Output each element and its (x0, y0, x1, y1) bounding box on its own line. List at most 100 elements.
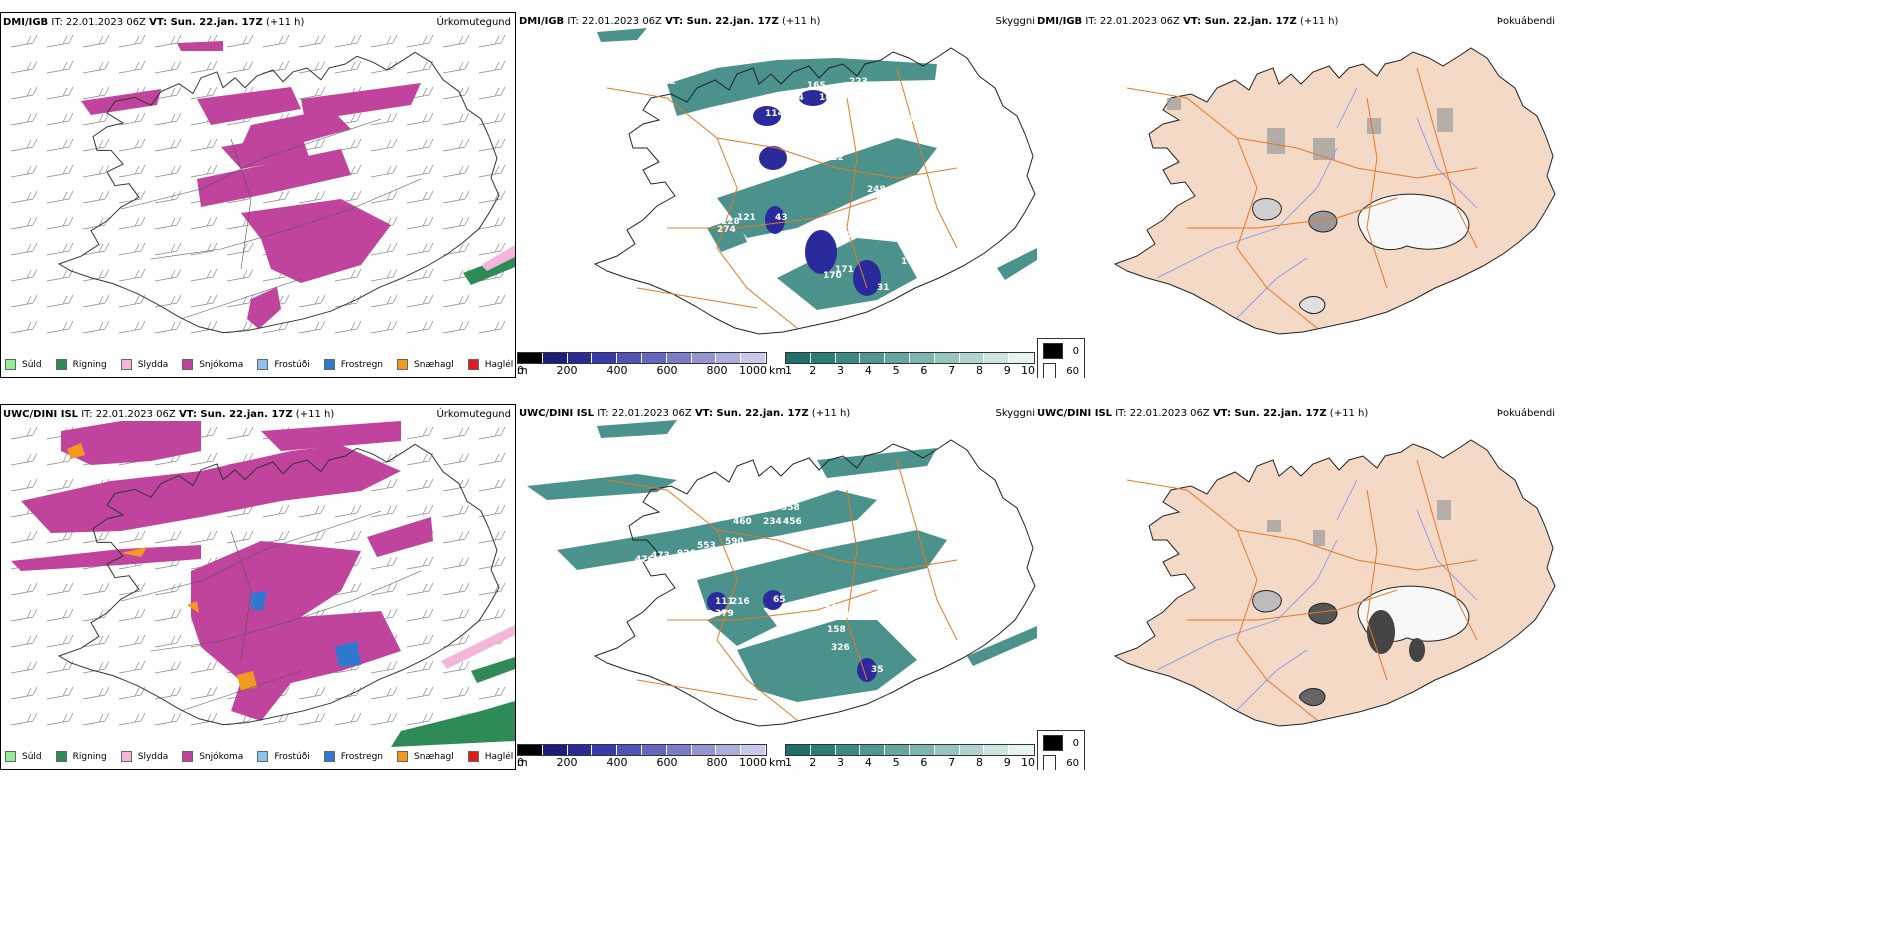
wind-barb (46, 320, 74, 334)
wind-barb (118, 530, 146, 544)
wind-barb (478, 112, 506, 126)
colorbar-segment (666, 353, 692, 363)
sleet-areas (481, 245, 515, 271)
wind-barb (10, 478, 38, 492)
wind-barb (10, 112, 38, 126)
wind-barb (370, 268, 398, 282)
snow-areas (81, 41, 421, 329)
legend-label: Slydda (137, 751, 169, 762)
wind-barb (118, 34, 146, 48)
colorbar-tick: 3 (837, 364, 845, 377)
colorbar-segment (592, 745, 618, 755)
wind-barb (190, 60, 218, 74)
wind-barb (406, 216, 434, 230)
colorbar-segment (984, 745, 1010, 755)
wind-barb (370, 190, 398, 204)
wind-barb (298, 190, 326, 204)
rain-areas (391, 657, 515, 747)
wind-barb (82, 320, 110, 334)
wind-barb (118, 634, 146, 648)
low-cloud-base-areas (707, 590, 877, 682)
wind-barb (154, 320, 182, 334)
wind-barb (262, 34, 290, 48)
wind-barb (406, 478, 434, 492)
wind-barb (334, 504, 362, 518)
precip-legend: Súld Rigning Slydda Snjókoma Frostúði Frostre… (5, 751, 515, 762)
visibility-colorbar: 1 2 3 4 5 6 7 8 9 10 (785, 352, 1035, 378)
wind-barb (406, 164, 434, 178)
colorbar-tick: 1 (785, 756, 792, 769)
colorbar-tick: 800 (706, 756, 728, 769)
wind-barb (154, 608, 182, 622)
wind-barb (370, 504, 398, 518)
wind-barb (298, 86, 326, 100)
wind-barb (370, 112, 398, 126)
wind-barb (118, 712, 146, 726)
colorbar-tick: 9 (1003, 756, 1011, 769)
colorbar-segment (666, 745, 692, 755)
wind-barb (10, 60, 38, 74)
legend-label: Rigning (72, 751, 107, 762)
colorbar-tick: 200 (556, 364, 578, 377)
wind-barb (10, 530, 38, 544)
colorbar-tick: 2 (809, 364, 817, 377)
wind-barb (82, 712, 110, 726)
colorbar-segment (691, 745, 717, 755)
sleet-areas (441, 625, 515, 669)
wind-barbs (10, 34, 506, 334)
wind-barb (190, 138, 218, 152)
wind-barb (442, 582, 470, 596)
visibility-value-label: 460 (733, 517, 752, 527)
visibility-value-label: 456 (783, 517, 802, 527)
wind-barb (46, 112, 74, 126)
visibility-value-label: 90 (793, 163, 806, 173)
wind-barb (118, 164, 146, 178)
wind-barb (10, 86, 38, 100)
wind-barb (46, 242, 74, 256)
wind-barb (334, 712, 362, 726)
visibility-value-label: 274 (717, 225, 736, 235)
panel-title: Skyggni (995, 408, 1035, 419)
colorbar-segment (959, 745, 985, 755)
wind-barb (406, 60, 434, 74)
colorbar-tick: 400 (606, 756, 628, 769)
wind-barb (334, 138, 362, 152)
visibility-value-label: 553 (697, 541, 716, 551)
colorbar-segment (542, 745, 568, 755)
visibility-value-label: 80 (839, 231, 852, 241)
wind-barb (370, 686, 398, 700)
wind-barb (154, 530, 182, 544)
legend-item: Frostúði (257, 359, 310, 370)
visibility-value-label: 56 (857, 119, 870, 129)
wind-barb (442, 452, 470, 466)
colorbar-segment (518, 745, 543, 755)
wind-barb (82, 164, 110, 178)
wind-barb (10, 268, 38, 282)
wind-barb (406, 608, 434, 622)
colorbar-tick: 800 (706, 364, 728, 377)
legend-item: Frostúði (257, 751, 310, 762)
wind-barb (82, 86, 110, 100)
fog-index-panel-dini: UWC/DINI ISL IT: 22.01.2023 06Z VT: Sun.… (1037, 404, 1557, 770)
legend-label: Súld (22, 359, 42, 370)
visibility-value-label: 358 (781, 503, 800, 513)
precip-map (10, 34, 515, 334)
wind-barb (190, 660, 218, 674)
cloud-base-colorbar: 0 200 400 600 800 1000 (517, 744, 767, 770)
colorbar-segment (835, 745, 861, 755)
precip-map (10, 421, 515, 747)
wind-barb (334, 320, 362, 334)
wind-barb (262, 504, 290, 518)
wind-barb (442, 216, 470, 230)
cloud-base-unit: m (517, 364, 528, 377)
wind-barb (406, 504, 434, 518)
wind-barb (442, 530, 470, 544)
visibility-value-label: 124 (831, 611, 850, 621)
wind-barb (190, 452, 218, 466)
colorbar-segment (617, 745, 642, 755)
wind-barb (118, 608, 146, 622)
wind-barb (10, 452, 38, 466)
fog-index-panel-dmi: DMI/IGB IT: 22.01.2023 06Z VT: Sun. 22.j… (1037, 12, 1557, 378)
visibility-value-label: 223 (849, 77, 868, 87)
